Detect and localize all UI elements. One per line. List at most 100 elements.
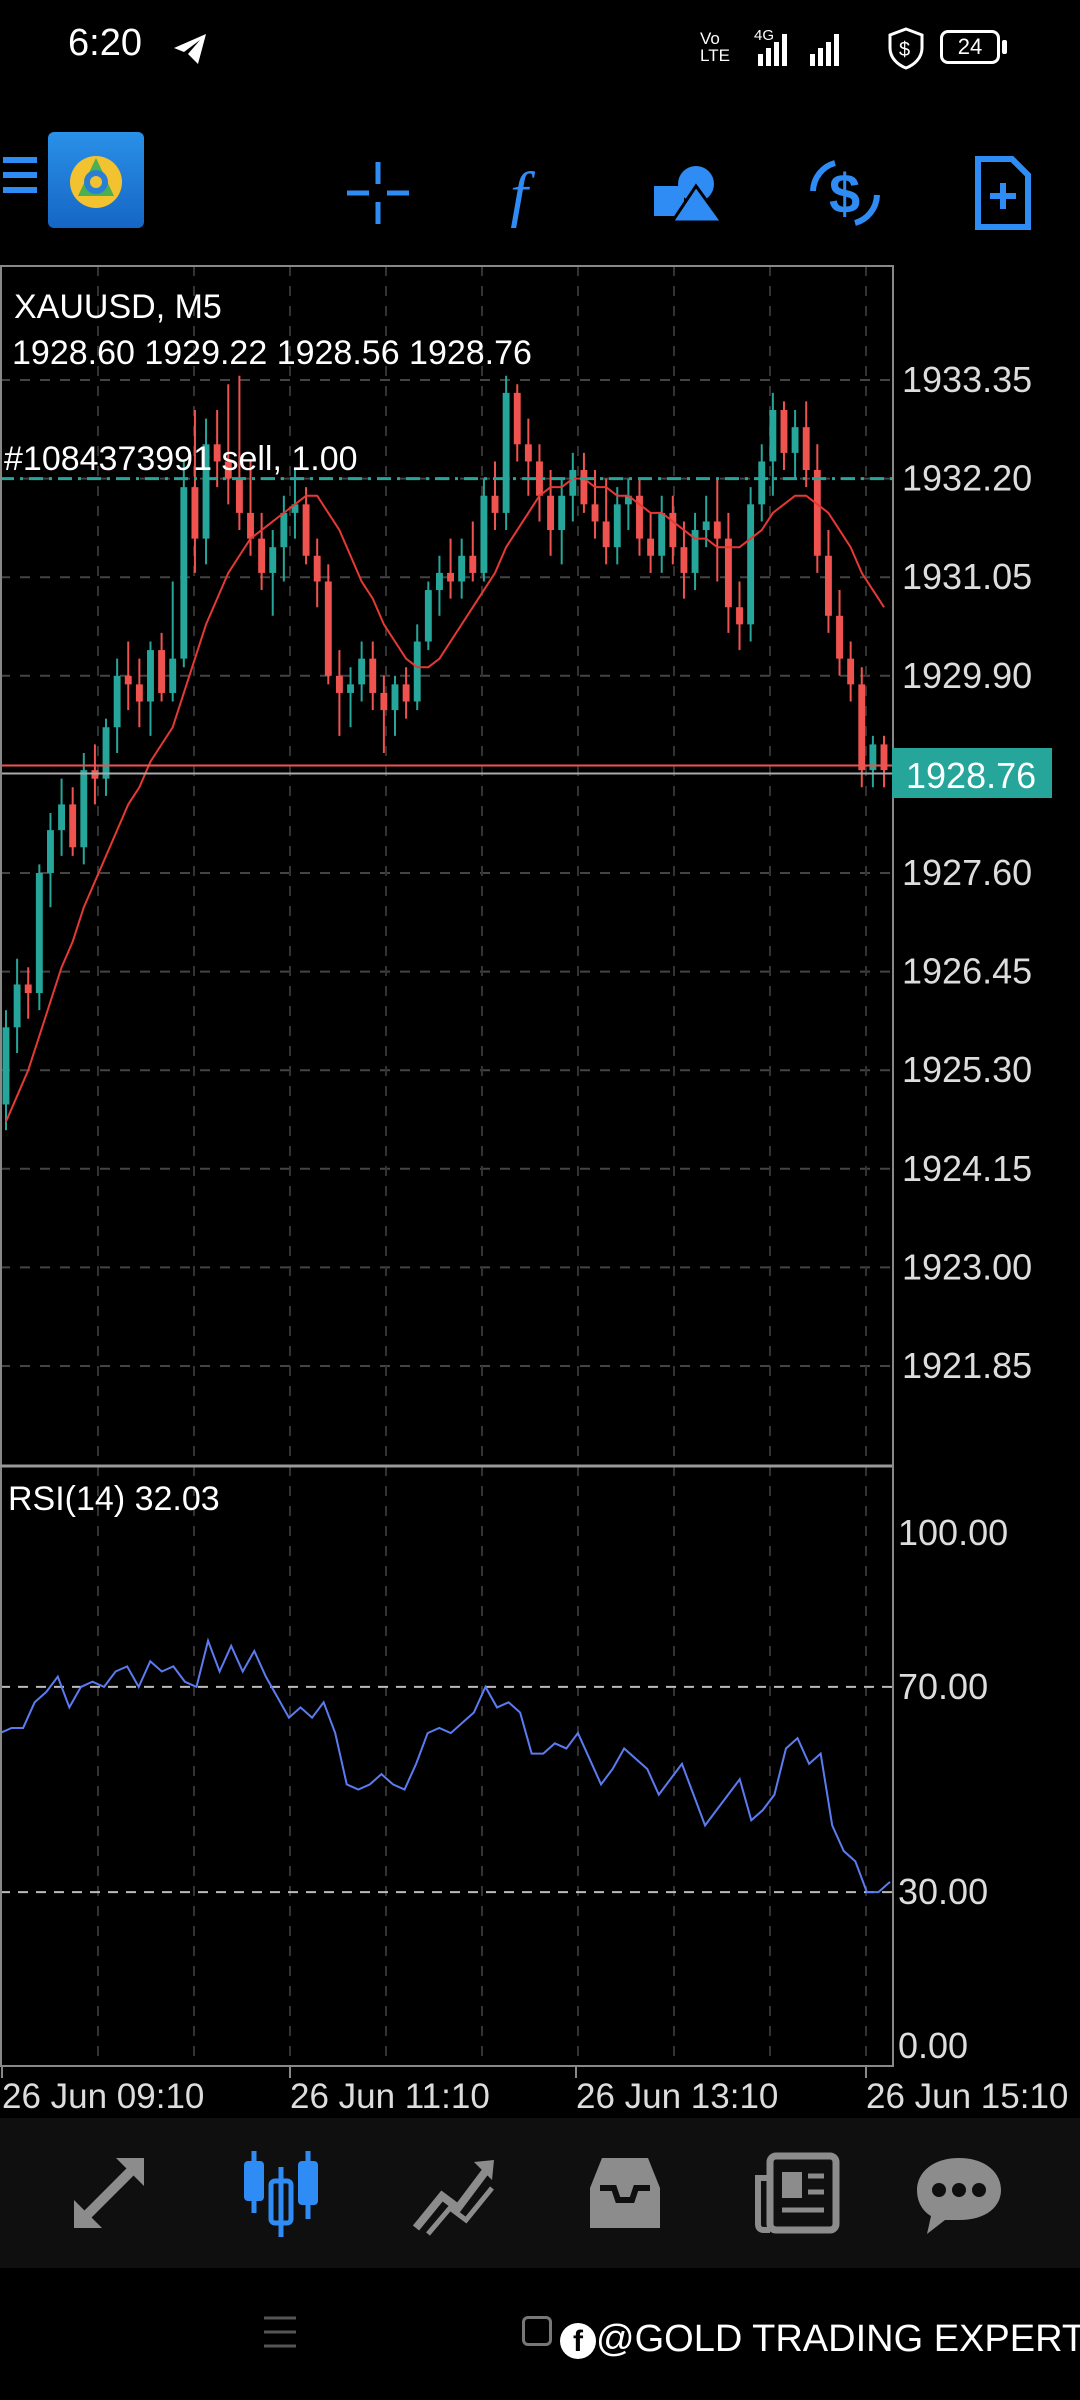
candle-body [24,984,32,994]
bottom-nav [0,2118,1080,2268]
recent-apps-icon[interactable] [260,2312,300,2352]
quotes-tab[interactable] [54,2138,164,2248]
price-tick-label: 1926.45 [902,951,1032,992]
candle-body [580,470,588,505]
candle-body [558,495,566,531]
candle-body [802,427,810,471]
candle-body [624,495,632,505]
candle-body [513,392,521,445]
home-button[interactable] [522,2316,552,2346]
rsi-tick-label: 100.00 [898,1512,1008,1553]
metatrader-logo[interactable] [48,132,144,228]
messages-tab[interactable] [904,2138,1014,2248]
candles-icon [244,2151,318,2237]
candles [2,375,888,1131]
candle-body [713,521,721,539]
candle-body [147,650,154,702]
toolbar: f $ [0,100,1080,260]
candle-body [847,658,855,685]
objects-button[interactable] [645,148,735,238]
history-tab[interactable] [570,2138,680,2248]
current-price-label: 1928.76 [906,755,1036,796]
trade-tab[interactable] [398,2138,508,2248]
crosshair-icon [347,162,409,224]
indicators-button[interactable]: f [488,148,578,238]
candle-body [58,804,66,831]
price-tick-label: 1933.35 [902,359,1032,400]
price-chart[interactable]: 1933.35 1932.20 1931.05 1929.90 1927.60 1926.… [0,0,1080,2118]
candle-body [313,555,321,582]
candle-body [447,572,455,582]
rsi-tick-label: 30.00 [898,1871,988,1912]
candle-body [380,692,388,711]
objects-icon [654,166,725,224]
price-tick-label: 1932.20 [902,458,1032,499]
time-tick-label: 26 Jun 13:10 [576,2077,778,2116]
chart-tab[interactable] [226,2138,336,2248]
new-order-button[interactable] [958,148,1048,238]
rsi-label: RSI(14) 32.03 [8,1480,220,1518]
candle-body [2,1027,10,1105]
candle-body [102,727,110,779]
candle-body [269,547,277,573]
candle-body [791,427,799,453]
rsi-line [0,1637,891,1894]
candle-body [836,615,843,659]
shield-icon: $ [888,27,924,70]
candle-body [569,470,577,496]
battery-indicator: 24 [940,30,1000,64]
candle-body [524,444,532,462]
price-tick-label: 1925.30 [902,1049,1032,1090]
status-time: 6:20 [68,22,142,64]
candle-body [35,873,43,994]
order-label[interactable]: #1084373991 sell, 1.00 [4,440,358,478]
candle-body [369,658,377,693]
menu-button[interactable] [0,130,60,220]
rsi-tick-label: 0.00 [898,2025,968,2066]
moving-average [0,477,1052,1123]
candle-body [247,512,254,539]
candle-body [402,684,410,702]
candle-body [691,530,699,573]
trade-button[interactable]: $ [800,148,890,238]
candle-body [769,410,777,462]
candle-body [169,658,177,693]
price-tick-label: 1929.90 [902,655,1032,696]
candle-body [347,684,354,693]
candle-body [536,461,543,496]
time-tick-label: 26 Jun 09:10 [2,2077,204,2116]
time-tick-label: 26 Jun 15:10 [866,2077,1068,2116]
svg-text:4G: 4G [754,27,774,44]
status-bar: 6:20 Vo LTE 4G $ 24 [0,0,1080,96]
candle-body [547,495,555,531]
candle-body [258,538,266,573]
candle-body [502,392,510,513]
price-tick-label: 1924.15 [902,1148,1032,1189]
candle-body [658,512,666,556]
rsi-indicator [0,1637,892,1894]
candle-body [858,684,866,771]
candle-body [324,581,332,676]
candle-body [158,650,166,693]
price-tick-label: 1927.60 [902,852,1032,893]
candle-body [747,504,755,625]
candle-body [80,770,88,848]
candle-body [636,495,643,539]
crosshair-button[interactable] [333,148,423,238]
candle-body [591,504,599,522]
candle-body [235,478,243,513]
candle-body [869,744,877,771]
menu-icon [3,157,37,193]
candle-body [224,461,232,479]
news-tab[interactable] [742,2138,852,2248]
candle-body [335,675,343,693]
candle-body [202,444,210,539]
chat-icon [917,2158,1001,2234]
chart-grid [0,266,892,2066]
candle-body [413,641,421,702]
candle-body [724,538,732,608]
candle-body [824,555,832,616]
ma-line [5,477,885,1123]
candle-body [602,521,610,548]
candle-body [613,504,621,548]
